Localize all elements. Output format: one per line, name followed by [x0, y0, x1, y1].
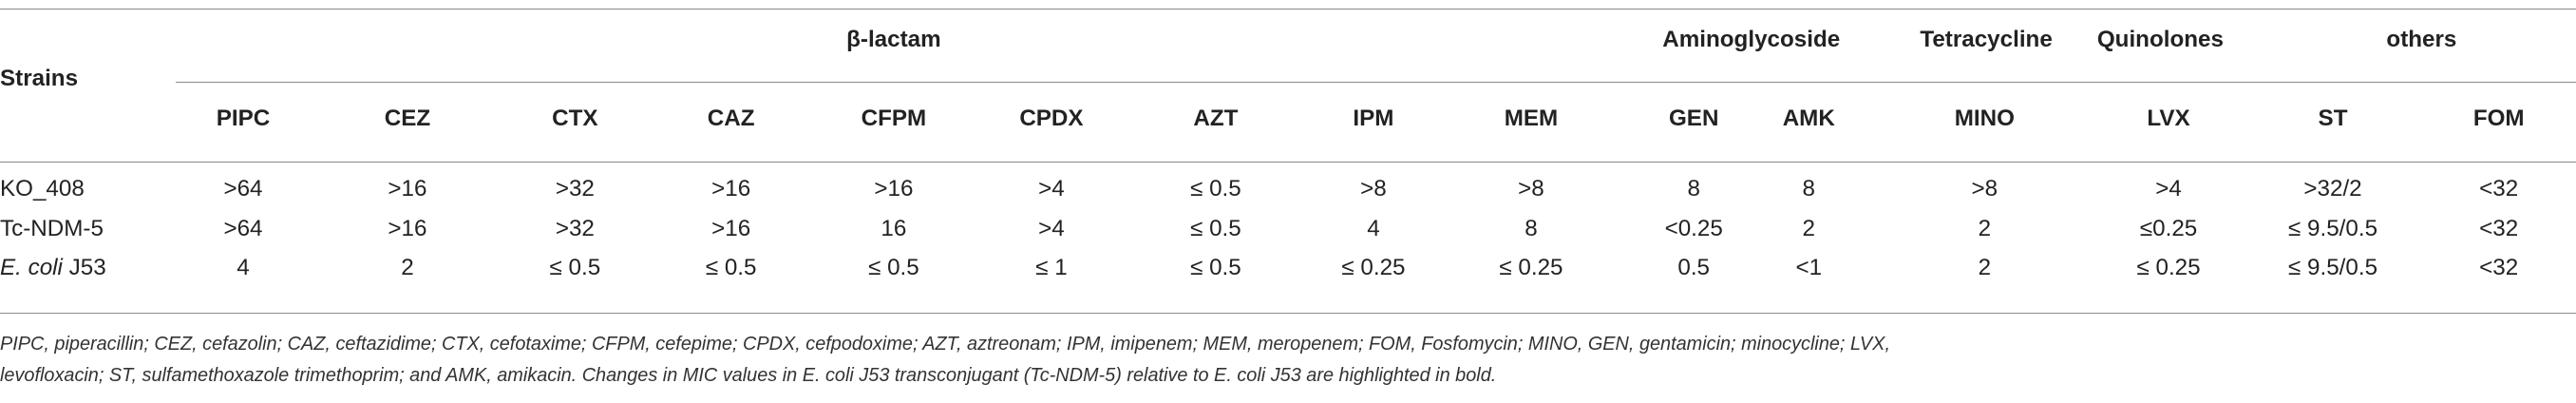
column-header: IPM — [1353, 105, 1394, 131]
table-cell: <32 — [2479, 176, 2519, 202]
table-cell: 0.5 — [1677, 255, 1711, 281]
table-cell: >32 — [555, 215, 595, 241]
strain-suffix: Tc-NDM-5 — [0, 215, 104, 241]
column-header: FOM — [2472, 105, 2525, 131]
table-cell: >8 — [1518, 176, 1544, 202]
column-header: LVX — [2147, 105, 2190, 131]
group-beta-lactam: β-lactam — [846, 26, 941, 52]
strains-header: Strains — [0, 66, 79, 92]
table-row-strain: Tc-NDM-5 — [0, 216, 104, 242]
table-cell: >64 — [223, 176, 263, 202]
table-top-rule — [0, 8, 2576, 10]
table-cell: ≤ 9.5/0.5 — [2288, 255, 2378, 281]
strain-suffix: KO_408 — [0, 176, 85, 202]
table-cell: >8 — [1971, 176, 1998, 202]
table-cell: ≤ 0.5 — [868, 255, 919, 281]
table-cell: >64 — [223, 215, 263, 241]
group-header-rule — [176, 82, 2576, 84]
table-cell: <0.25 — [1664, 215, 1723, 241]
table-cell: ≤ 0.25 — [1499, 255, 1563, 281]
table-cell: >16 — [711, 215, 751, 241]
table-cell: ≤ 0.25 — [2136, 255, 2201, 281]
table-cell: <32 — [2479, 255, 2519, 281]
column-header: MINO — [1954, 105, 2015, 131]
column-header: CEZ — [384, 105, 431, 131]
column-header: CAZ — [707, 105, 755, 131]
table-row-strain: E. coli J53 — [0, 255, 106, 281]
table-cell: 8 — [1687, 176, 1700, 202]
column-header: AZT — [1193, 105, 1239, 131]
footnote-line-1: PIPC, piperacillin; CEZ, cefazolin; CAZ,… — [0, 333, 1890, 355]
footnote-line-2: levofloxacin; ST, sulfamethoxazole trime… — [0, 364, 1497, 386]
table-cell: 8 — [1802, 176, 1815, 202]
group-aminoglycoside: Aminoglycoside — [1662, 26, 1841, 52]
table-cell: >4 — [1038, 176, 1065, 202]
column-header: GEN — [1668, 105, 1719, 131]
table-bottom-rule — [0, 312, 2576, 314]
table-cell: <1 — [1795, 255, 1823, 281]
table-footnote: PIPC, piperacillin; CEZ, cefazolin; CAZ,… — [0, 329, 2546, 392]
strain-prefix: E. coli — [0, 255, 63, 281]
table-cell: ≤ 0.25 — [1341, 255, 1406, 281]
table-cell: ≤ 0.5 — [705, 255, 757, 281]
table-cell: >8 — [1360, 176, 1387, 202]
column-header: CFPM — [861, 105, 927, 131]
table-cell: >16 — [388, 215, 427, 241]
group-tetracycline: Tetracycline — [1920, 26, 2053, 52]
table-cell: ≤ 0.5 — [1190, 255, 1241, 281]
header-bottom-rule — [0, 161, 2576, 163]
table-cell: ≤ 1 — [1035, 255, 1068, 281]
table-cell: >32 — [555, 176, 595, 202]
table-cell: 2 — [1802, 215, 1815, 241]
column-header: PIPC — [216, 105, 271, 131]
table-cell: 2 — [401, 255, 414, 281]
column-header: CPDX — [1019, 105, 1084, 131]
strain-suffix: J53 — [62, 255, 106, 281]
table-cell: ≤0.25 — [2139, 215, 2198, 241]
table-cell: 4 — [237, 255, 250, 281]
table-cell: ≤ 9.5/0.5 — [2288, 215, 2378, 241]
table-cell: ≤ 0.5 — [549, 255, 601, 281]
table-cell: ≤ 0.5 — [1190, 176, 1241, 202]
group-quinolones: Quinolones — [2096, 26, 2224, 52]
table-cell: ≤ 0.5 — [1190, 215, 1241, 241]
table-cell: >16 — [874, 176, 914, 202]
table-cell: 2 — [1978, 255, 1992, 281]
column-header: CTX — [552, 105, 598, 131]
table-cell: >32/2 — [2303, 176, 2362, 202]
table-cell: <32 — [2479, 215, 2519, 241]
table-cell: 8 — [1525, 215, 1538, 241]
table-row-strain: KO_408 — [0, 176, 85, 202]
column-header: AMK — [1782, 105, 1835, 131]
table-cell: 4 — [1367, 215, 1380, 241]
table-cell: >4 — [2155, 176, 2182, 202]
table-cell: >4 — [1038, 215, 1065, 241]
group-others: others — [2386, 26, 2457, 52]
column-header: ST — [2318, 105, 2348, 131]
table-cell: 2 — [1978, 215, 1992, 241]
column-header: MEM — [1504, 105, 1559, 131]
table-cell: >16 — [711, 176, 751, 202]
table-cell: >16 — [388, 176, 427, 202]
table-cell: 16 — [881, 215, 907, 241]
